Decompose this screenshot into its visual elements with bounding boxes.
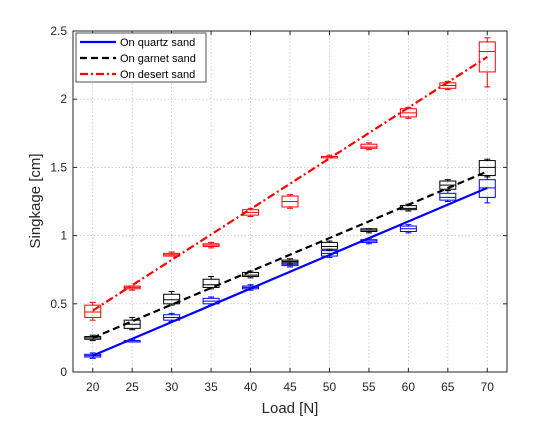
box xyxy=(360,143,378,149)
x-tick-label: 70 xyxy=(481,380,495,394)
legend: On quartz sand On garnet sand On desert … xyxy=(75,32,207,83)
y-tick-label: 1 xyxy=(60,229,67,243)
x-tick-label: 40 xyxy=(244,380,258,394)
boxplots xyxy=(84,37,496,359)
y-tick-label: 0 xyxy=(60,365,67,379)
box xyxy=(439,192,457,201)
boxplot-series-sand xyxy=(84,37,496,321)
y-tick-label: 2.5 xyxy=(50,24,67,38)
x-tick-label: 30 xyxy=(165,380,179,394)
box xyxy=(399,205,417,211)
boxplot-series-sand xyxy=(84,158,496,342)
fit-line-sand xyxy=(92,170,488,339)
ticks xyxy=(73,30,507,373)
box xyxy=(163,293,181,305)
fit-lines xyxy=(92,55,488,357)
y-axis-title: Singkage [cm] xyxy=(27,153,44,248)
x-tick-label: 35 xyxy=(204,380,218,394)
x-axis-title: Load [N] xyxy=(262,400,319,417)
legend-label-garnet: On garnet sand xyxy=(120,53,196,65)
x-tick-label: 65 xyxy=(441,380,455,394)
box xyxy=(242,271,260,278)
box xyxy=(478,41,496,73)
x-tick-label: 50 xyxy=(323,380,337,394)
box xyxy=(202,278,220,288)
box xyxy=(320,241,338,250)
fit-line-sand xyxy=(92,55,488,312)
y-tick-label: 2 xyxy=(60,92,67,106)
y-tick-label: 0.5 xyxy=(50,297,67,311)
box xyxy=(478,179,496,198)
x-tick-label: 20 xyxy=(86,380,100,394)
x-tick-label: 55 xyxy=(362,380,376,394)
box xyxy=(478,160,496,177)
legend-label-quartz: On quartz sand xyxy=(120,37,195,49)
y-tick-label: 1.5 xyxy=(50,160,67,174)
x-tick-label: 45 xyxy=(283,380,297,394)
tick-labels: 20 25 30 35 40 45 50 55 60 65 70 0 0.5 1 1.5 2 2.5 xyxy=(50,24,494,394)
x-tick-label: 25 xyxy=(126,380,140,394)
box xyxy=(84,304,102,318)
legend-label-desert: On desert sand xyxy=(120,69,195,81)
fit-line-sand xyxy=(92,186,488,357)
x-tick-label: 60 xyxy=(402,380,416,394)
boxplot-series-sand xyxy=(84,175,496,359)
